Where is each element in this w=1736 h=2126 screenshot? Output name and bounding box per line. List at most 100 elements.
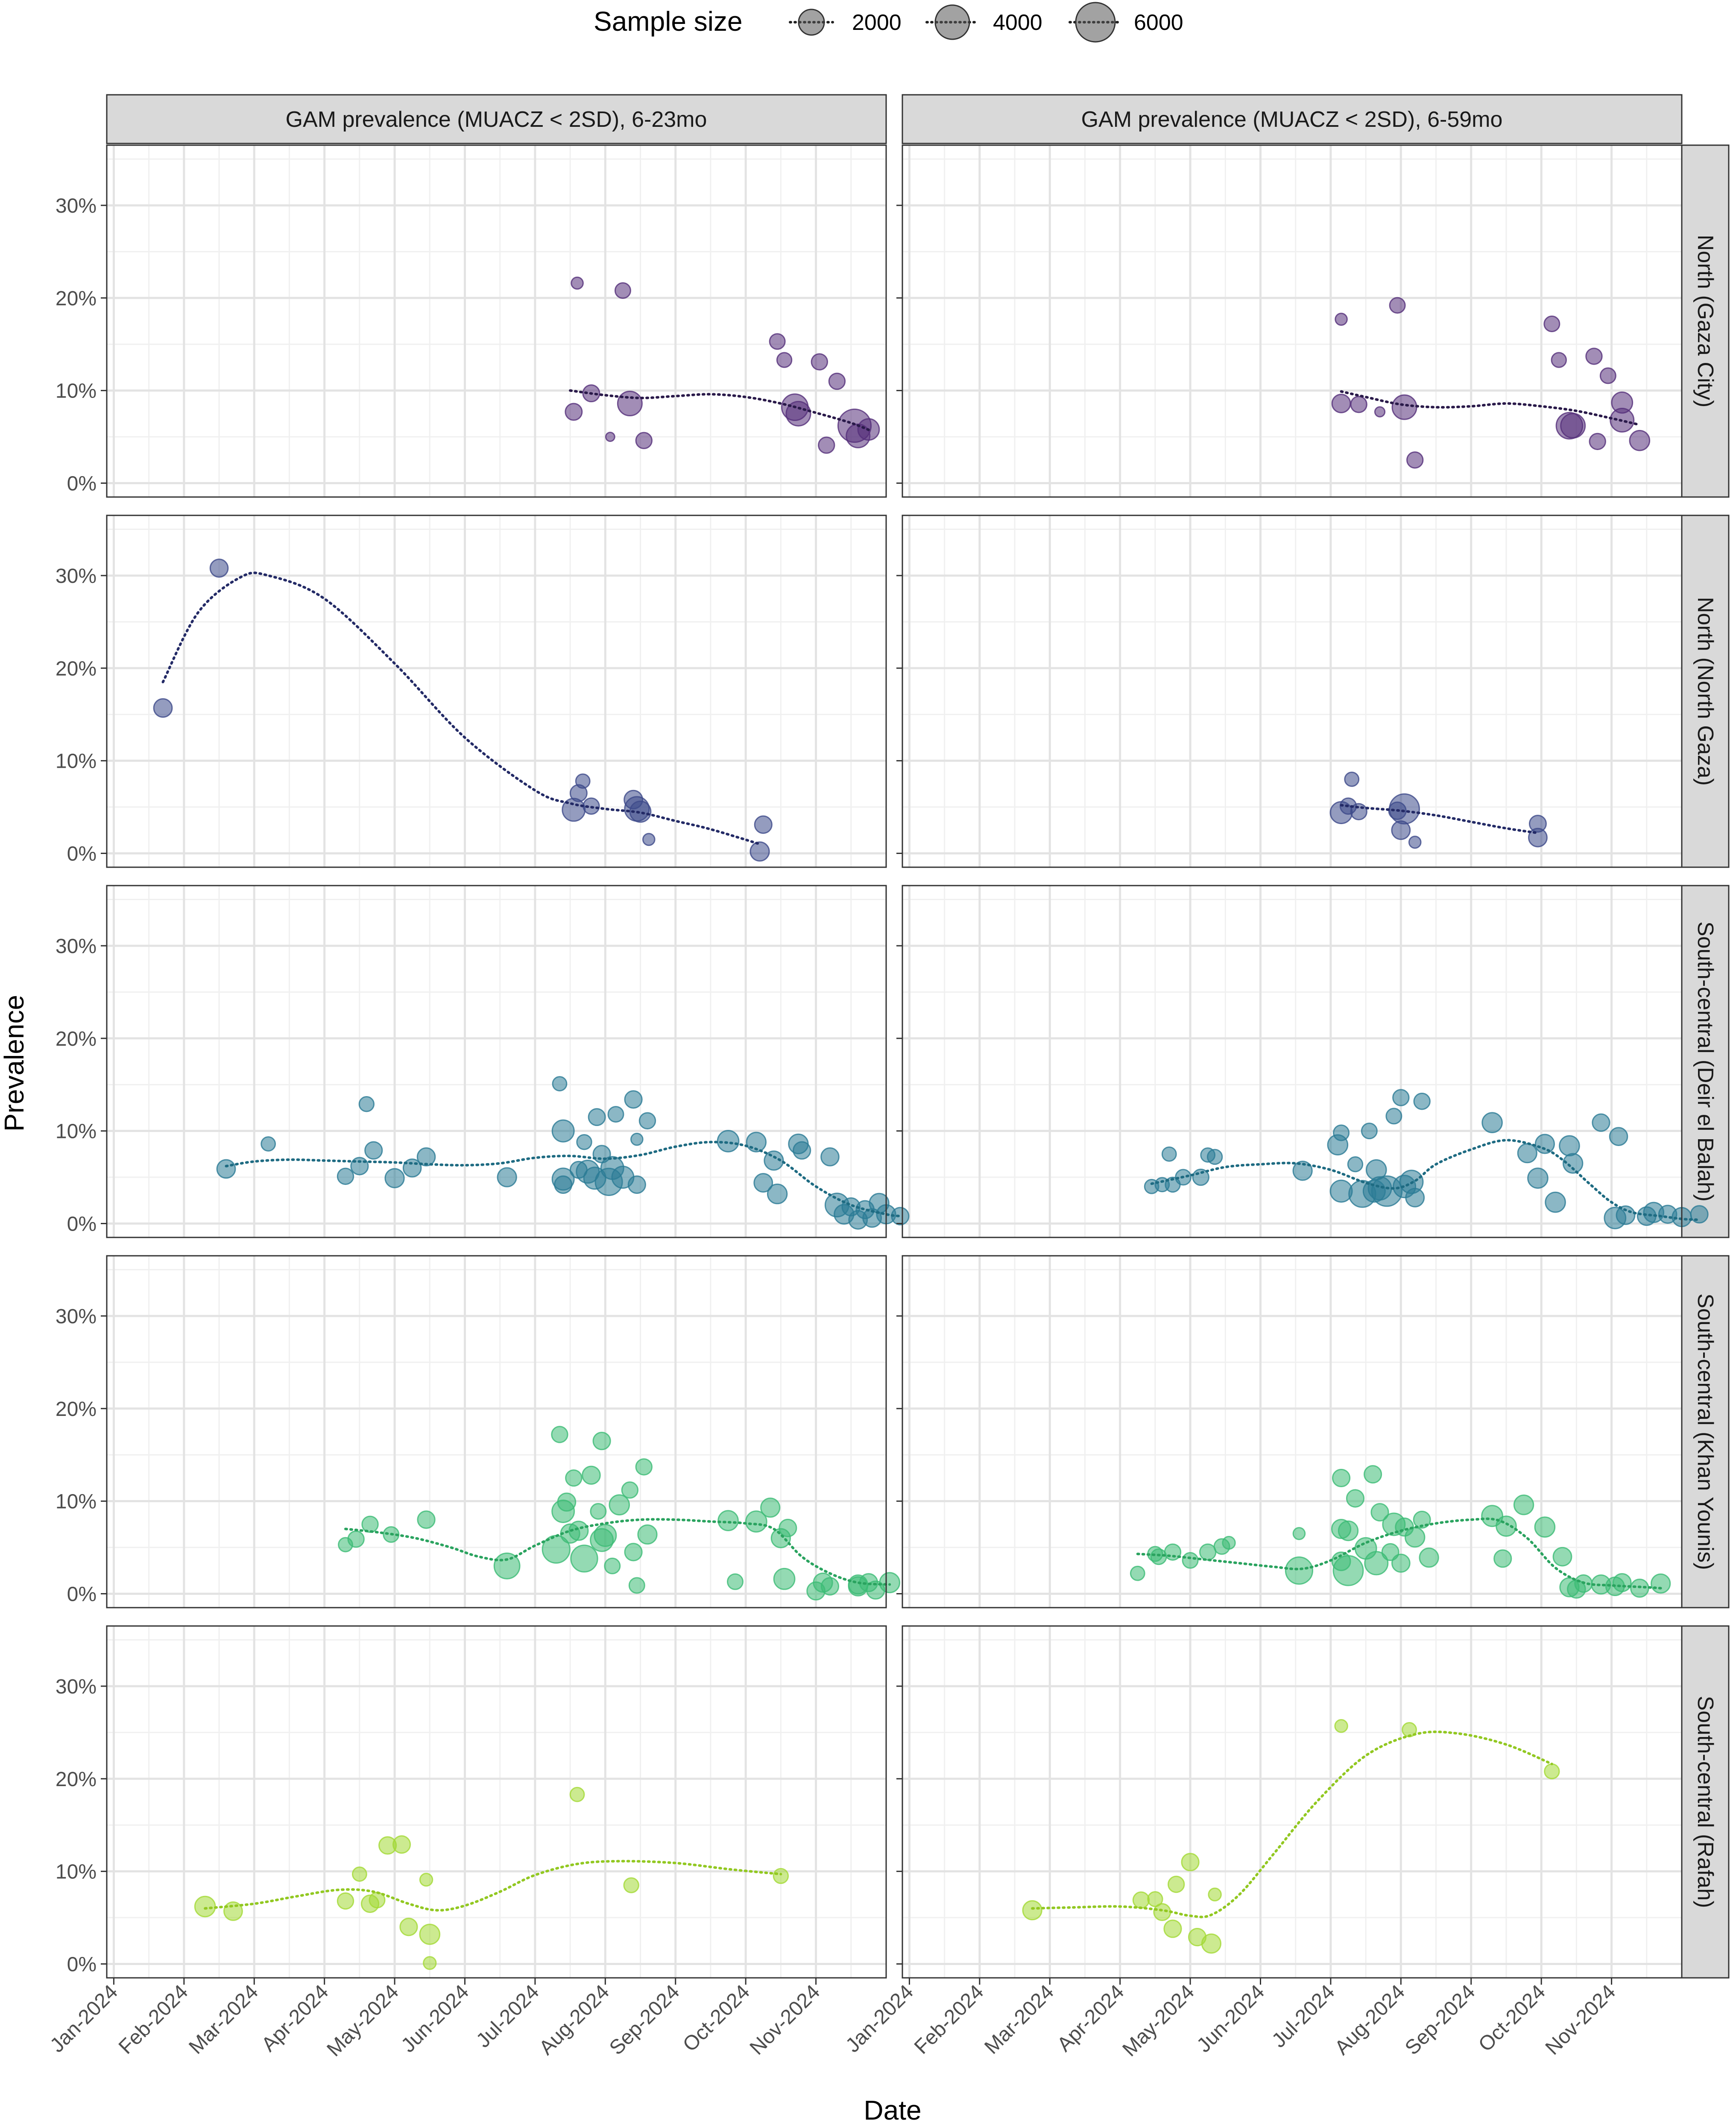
data-point [361,1515,379,1533]
panel-4-1 [902,1626,1682,1978]
panel-background [902,886,1682,1237]
data-point [745,1510,767,1533]
data-point [1385,1108,1402,1125]
data-point [582,1465,601,1485]
data-point [557,1492,577,1512]
y-tick-label: 20% [56,1398,97,1421]
data-point [1163,1919,1182,1938]
data-point [1493,1549,1512,1568]
data-point [1389,297,1406,314]
panel-border [106,1625,887,1979]
data-point [551,1119,575,1143]
data-point [551,1426,568,1443]
data-point [1545,1191,1566,1213]
data-point [1338,1520,1359,1541]
data-point [767,1183,788,1205]
panel-background [107,145,886,497]
data-point [592,1432,611,1450]
panel-border [106,885,887,1238]
data-point [754,815,773,834]
data-point [604,1557,621,1574]
row-strip-label: South-central (Rafah) [1693,1696,1718,1908]
x-axis-title: Date [864,2095,921,2126]
data-point [773,1868,789,1884]
data-point [717,1510,739,1531]
legend-label-2000: 2000 [852,10,902,35]
data-point [1350,395,1367,413]
panel-2-1 [902,886,1682,1237]
data-point [570,1544,598,1573]
y-tick-label: 0% [67,842,97,865]
trend-line [569,389,874,433]
data-point [554,1175,573,1194]
data-point [1609,1127,1628,1146]
row-strip-2: South-central (Deir el Balah) [1681,885,1730,1238]
y-tick-label: 0% [67,1953,97,1976]
row-strip-3: South-central (Khan Younis) [1681,1255,1730,1608]
data-point [1130,1565,1145,1581]
panel-data-4-1 [1022,1719,1560,1954]
data-point [717,1130,740,1152]
y-tick-label: 30% [56,565,97,588]
data-point [209,559,229,578]
data-point [1599,367,1616,384]
data-point [417,1510,436,1529]
data-point [571,276,584,290]
y-tick-label: 20% [56,287,97,310]
panel-data-0-1 [1331,297,1651,469]
data-point [638,1112,656,1129]
data-point [621,1481,639,1499]
panel-border [902,1625,1683,1979]
data-point [1559,1135,1580,1157]
data-point [1391,394,1417,420]
y-tick-label: 10% [56,1491,97,1513]
data-point [590,1503,607,1520]
data-point [1589,433,1606,450]
legend-key-2000: 2000 [789,9,902,36]
legend-key-6000: 6000 [1069,2,1183,43]
panel-border [902,885,1683,1238]
data-point [1543,316,1560,333]
data-point [1413,1093,1431,1110]
data-point [497,1167,517,1187]
row-strip-label: North (Gaza City) [1693,235,1718,408]
panel-data-3-0 [338,1426,901,1601]
row-strip-4: South-central (Rafah) [1681,1625,1730,1979]
data-point [594,1524,617,1547]
data-point [1370,1503,1389,1522]
data-point [1347,1156,1364,1173]
data-point [399,1918,418,1936]
data-point [1334,1719,1348,1733]
y-tick-label: 20% [56,1028,97,1050]
y-tick-label: 0% [67,472,97,495]
data-point [1222,1536,1236,1550]
data-point [1332,1468,1351,1488]
y-tick-label: 10% [56,1861,97,1883]
trend-line [1031,1730,1553,1918]
data-point [753,1173,773,1193]
panel-border [106,144,887,498]
data-point [364,1141,383,1160]
data-point [635,432,653,449]
y-tick-label: 10% [56,750,97,773]
data-point [609,1494,630,1516]
data-point [565,1469,583,1487]
y-tick-label: 20% [56,1768,97,1791]
data-point [617,390,643,416]
panel-data-4-0 [194,1787,789,1970]
data-point [392,1835,411,1854]
data-point [811,353,828,371]
panel-1-0 [107,515,886,867]
data-point [153,698,173,718]
data-point [629,800,652,823]
data-point [793,1141,811,1160]
data-point [1517,1143,1537,1164]
data-point [1552,1547,1572,1567]
data-point [1132,1891,1150,1909]
panel-4-0 [107,1626,886,1978]
data-point [1199,1543,1217,1561]
data-point [727,1573,744,1590]
data-point [635,1458,653,1476]
data-point [588,1108,606,1126]
y-tick-label: 30% [56,195,97,217]
